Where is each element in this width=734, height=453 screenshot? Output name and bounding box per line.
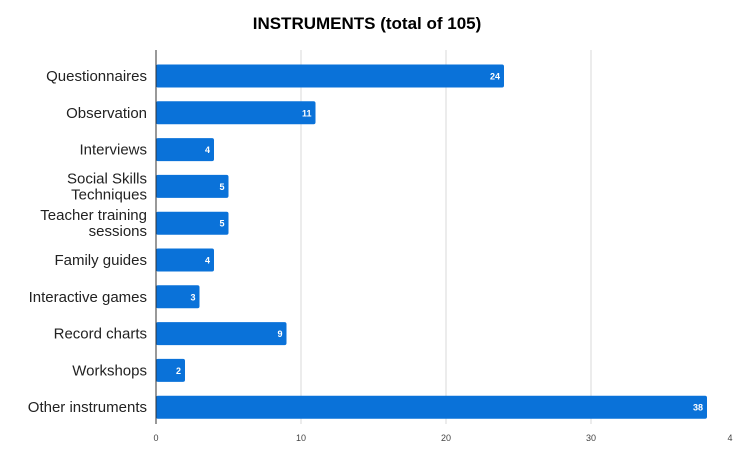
category-label-line: sessions: [89, 223, 147, 240]
bar: [156, 248, 214, 272]
category-label: Workshops: [72, 362, 147, 379]
x-tick-label: 4: [727, 433, 732, 443]
x-tick-label: 10: [296, 433, 306, 443]
category-label: Other instruments: [28, 399, 147, 416]
bar: [156, 322, 287, 346]
data-label: 38: [693, 403, 703, 413]
data-label: 4: [205, 256, 210, 266]
bar: [156, 285, 200, 309]
x-tick-label: 0: [153, 433, 158, 443]
category-label: Interviews: [79, 142, 147, 159]
category-label: Questionnaires: [46, 68, 147, 85]
bar: [156, 395, 707, 419]
bar: [156, 174, 229, 198]
category-label-line: Social Skills: [67, 170, 147, 187]
bar: [156, 211, 229, 235]
data-label: 5: [219, 182, 224, 192]
bar: [156, 101, 316, 125]
x-tick-label: 30: [586, 433, 596, 443]
bar: [156, 64, 504, 88]
category-label: Social Skills Techniques: [67, 170, 147, 203]
data-label: 3: [190, 292, 195, 302]
bar: [156, 138, 214, 162]
category-label: Teacher training sessions: [40, 207, 147, 240]
x-tick-label: 20: [441, 433, 451, 443]
category-label: Record charts: [54, 326, 147, 343]
data-label: 11: [302, 108, 312, 118]
category-label-line: Techniques: [71, 186, 147, 203]
category-label-line: Teacher training: [40, 207, 147, 224]
data-label: 9: [277, 329, 282, 339]
category-label: Family guides: [54, 252, 147, 269]
category-label: Interactive games: [29, 289, 147, 306]
chart-title: INSTRUMENTS (total of 105): [252, 14, 482, 33]
data-label: 5: [219, 219, 224, 229]
data-label: 4: [205, 145, 210, 155]
data-label: 2: [176, 366, 181, 376]
category-label: Observation: [66, 105, 147, 122]
bar: [156, 358, 185, 382]
data-label: 24: [490, 72, 500, 82]
